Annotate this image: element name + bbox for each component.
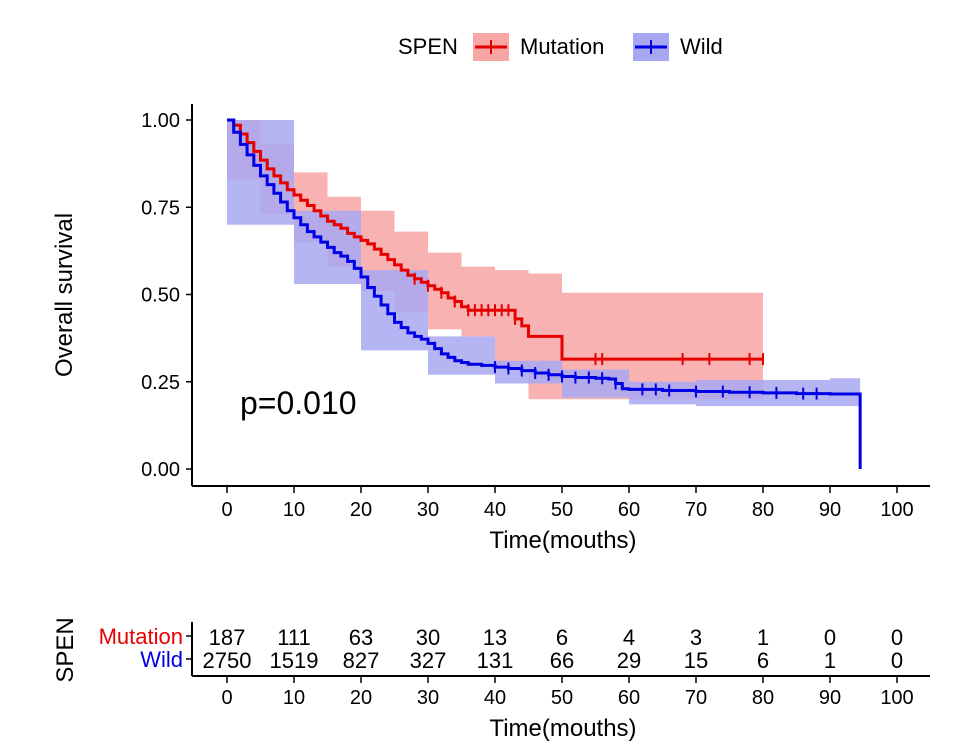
x-tick-label: 30 xyxy=(417,499,439,521)
p-value-annotation: p=0.010 xyxy=(240,385,357,421)
x-tick-label: 80 xyxy=(752,499,774,521)
risk-x-tick-label: 80 xyxy=(752,687,774,709)
risk-x-tick-label: 10 xyxy=(283,687,305,709)
risk-x-ticks: 0 10 20 30 40 50 60 70 80 90 100 xyxy=(221,676,914,709)
risk-x-tick-label: 50 xyxy=(551,687,573,709)
x-tick-label: 100 xyxy=(880,499,913,521)
wild-confidence-band xyxy=(227,120,861,407)
legend-wild-label: Wild xyxy=(680,34,723,59)
risk-x-tick-label: 20 xyxy=(350,687,372,709)
risk-value-wild: 29 xyxy=(617,648,641,673)
risk-value-mutation: 63 xyxy=(349,625,373,650)
x-tick-label: 60 xyxy=(618,499,640,521)
censor-marks xyxy=(413,272,818,400)
x-tick-label: 0 xyxy=(221,499,232,521)
risk-value-wild: 0 xyxy=(891,648,903,673)
y-tick-label: 0.75 xyxy=(141,197,180,219)
risk-row-label-mutation: Mutation xyxy=(99,624,183,649)
risk-value-wild: 131 xyxy=(477,648,514,673)
risk-value-wild: 1 xyxy=(824,648,836,673)
risk-value-wild: 6 xyxy=(757,648,769,673)
x-tick-label: 10 xyxy=(283,499,305,521)
x-tick-label: 40 xyxy=(484,499,506,521)
risk-value-wild: 1519 xyxy=(270,648,319,673)
x-axis-title: Time(mouths) xyxy=(489,527,636,554)
risk-value-mutation: 0 xyxy=(891,625,903,650)
risk-value-mutation: 3 xyxy=(690,625,702,650)
risk-value-mutation: 111 xyxy=(277,625,310,650)
x-tick-label: 70 xyxy=(685,499,707,521)
y-tick-label: 1.00 xyxy=(141,110,180,132)
risk-table-y-title: SPEN xyxy=(52,617,79,682)
legend-mutation-label: Mutation xyxy=(520,34,604,59)
risk-x-tick-label: 30 xyxy=(417,687,439,709)
mutation-confidence-band xyxy=(227,120,763,400)
risk-x-tick-label: 40 xyxy=(484,687,506,709)
risk-table: SPEN Mutation Wild 187 111 63 30 13 6 4 3 1 0 0275… xyxy=(52,617,930,742)
confidence-bands xyxy=(227,120,861,407)
y-tick-label: 0.00 xyxy=(141,459,180,481)
x-tick-label: 90 xyxy=(819,499,841,521)
risk-value-mutation: 4 xyxy=(623,625,635,650)
risk-x-tick-label: 0 xyxy=(221,687,232,709)
risk-x-tick-label: 70 xyxy=(685,687,707,709)
risk-x-tick-label: 90 xyxy=(819,687,841,709)
legend-title: SPEN xyxy=(398,34,458,59)
legend: SPEN Mutation Wild xyxy=(398,33,723,61)
x-tick-label: 20 xyxy=(350,499,372,521)
risk-value-mutation: 6 xyxy=(556,625,568,650)
risk-value-mutation: 1 xyxy=(757,625,769,650)
x-ticks: 0 10 20 30 40 50 60 70 80 90 100 xyxy=(221,486,914,521)
risk-value-wild: 2750 xyxy=(203,648,252,673)
y-ticks: 0.00 0.25 0.50 0.75 1.00 xyxy=(141,110,192,481)
risk-x-axis-title: Time(mouths) xyxy=(489,715,636,742)
y-tick-label: 0.50 xyxy=(141,285,180,307)
risk-value-wild: 827 xyxy=(343,648,380,673)
y-axis-title: Overall survival xyxy=(51,213,78,377)
mutation-survival-curve xyxy=(227,118,763,361)
x-tick-label: 50 xyxy=(551,499,573,521)
risk-row-label-wild: Wild xyxy=(140,647,183,672)
risk-x-tick-label: 100 xyxy=(880,687,913,709)
y-tick-label: 0.25 xyxy=(141,372,180,394)
risk-value-mutation: 0 xyxy=(824,625,836,650)
risk-value-mutation: 187 xyxy=(209,625,246,650)
risk-value-wild: 66 xyxy=(550,648,574,673)
risk-value-wild: 327 xyxy=(410,648,447,673)
risk-x-tick-label: 60 xyxy=(618,687,640,709)
risk-value-mutation: 13 xyxy=(483,625,507,650)
risk-value-mutation: 30 xyxy=(416,625,440,650)
risk-value-wild: 15 xyxy=(684,648,708,673)
